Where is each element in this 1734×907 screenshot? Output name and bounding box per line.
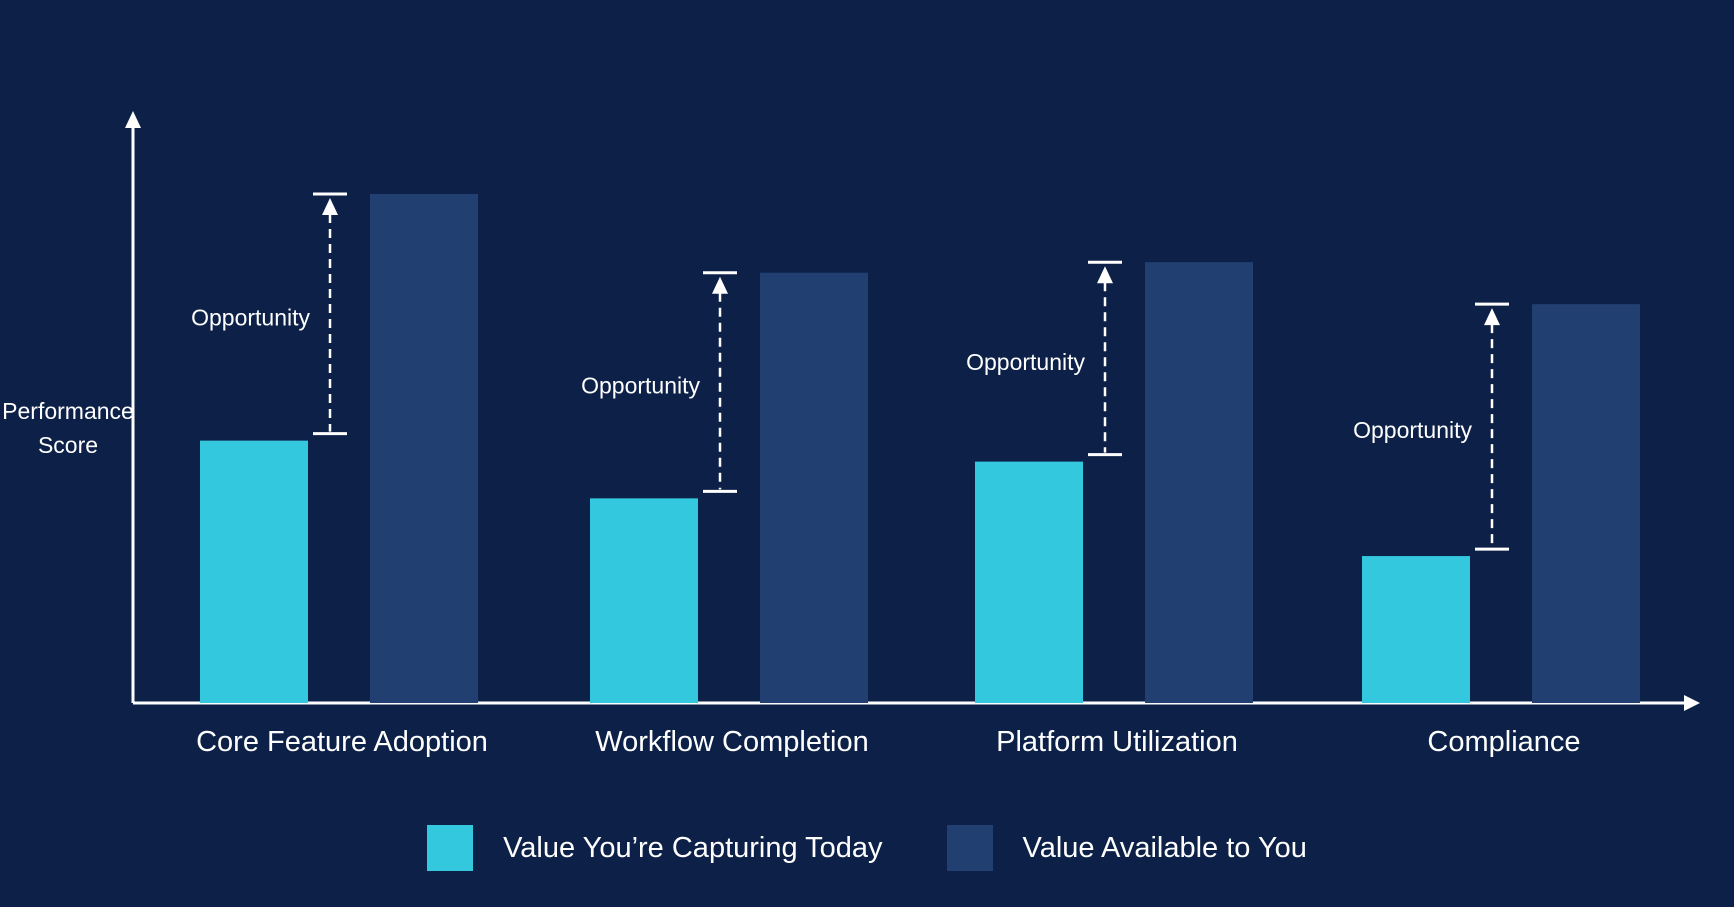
x-axis-arrow bbox=[1684, 695, 1700, 711]
opportunity-label: Opportunity bbox=[1353, 417, 1472, 443]
opportunity-arrowhead bbox=[1484, 308, 1500, 326]
bar-captured-today bbox=[1362, 556, 1470, 703]
bar-available bbox=[1532, 304, 1640, 703]
bar-captured-today bbox=[200, 440, 308, 703]
bar-available bbox=[760, 272, 868, 703]
x-tick-label: Core Feature Adoption bbox=[196, 726, 488, 758]
legend-swatch-available bbox=[946, 825, 993, 871]
legend-item-available: Value Available to You bbox=[946, 825, 1307, 871]
y-axis-label-line: Performance bbox=[2, 398, 134, 424]
legend-item-captured: Value You’re Capturing Today bbox=[427, 825, 883, 871]
opportunity-arrowhead bbox=[322, 197, 338, 215]
bar-available bbox=[370, 193, 478, 703]
legend-label-captured: Value You’re Capturing Today bbox=[503, 831, 883, 864]
y-axis-label-line: Score bbox=[38, 432, 98, 458]
bar-captured-today bbox=[975, 461, 1083, 703]
legend-swatch-captured bbox=[427, 825, 474, 871]
opportunity-arrowhead bbox=[1097, 266, 1113, 284]
x-tick-label: Compliance bbox=[1427, 726, 1580, 758]
legend-label-available: Value Available to You bbox=[1022, 831, 1307, 864]
opportunity-label: Opportunity bbox=[966, 349, 1085, 375]
opportunity-arrowhead bbox=[712, 276, 728, 294]
x-tick-label: Workflow Completion bbox=[595, 726, 868, 758]
bar-available bbox=[1145, 262, 1253, 703]
opportunity-label: Opportunity bbox=[581, 373, 700, 399]
x-tick-label: Platform Utilization bbox=[996, 726, 1238, 758]
opportunity-label: Opportunity bbox=[191, 304, 310, 330]
bar-captured-today bbox=[590, 498, 698, 703]
chart-legend: Value You’re Capturing Today Value Avail… bbox=[0, 825, 1734, 871]
y-axis-arrow bbox=[125, 111, 141, 128]
